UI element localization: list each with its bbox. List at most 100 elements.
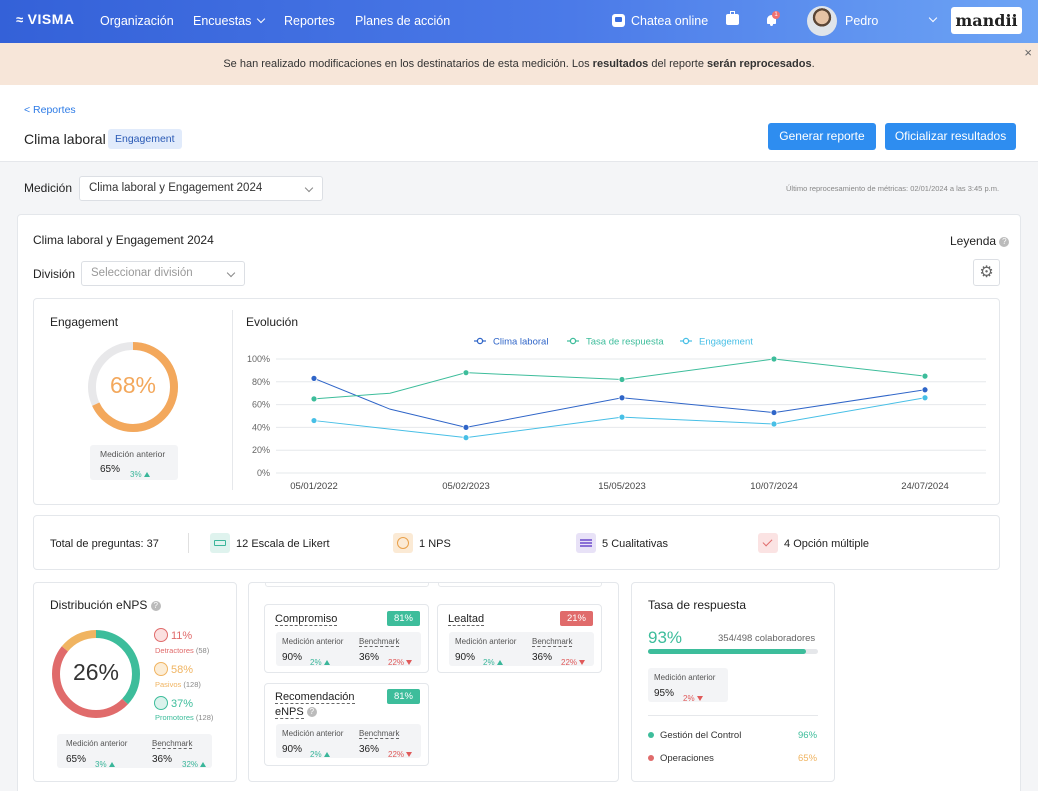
close-icon[interactable]: × bbox=[1024, 45, 1032, 60]
user-menu-chevron-icon[interactable] bbox=[923, 13, 938, 27]
prev-label: Medición anterior bbox=[282, 637, 344, 646]
division-select[interactable]: Seleccionar división bbox=[81, 261, 245, 286]
response-count: 354/498 colaboradores bbox=[718, 633, 816, 644]
detractors-label: Detractores (58) bbox=[155, 646, 210, 655]
evolution-line-chart: 100% 80% 60% 40% 20% 0% 05/01/2022 05/02/2023 15… bbox=[247, 337, 986, 492]
data-point[interactable] bbox=[618, 413, 626, 421]
dimension-name: Recomendación eNPS ? bbox=[275, 691, 355, 719]
prev-value: 95% bbox=[654, 688, 675, 699]
data-point[interactable] bbox=[921, 372, 929, 380]
data-point[interactable] bbox=[770, 420, 778, 428]
data-point[interactable] bbox=[770, 355, 778, 363]
legend-label[interactable]: Engagement bbox=[699, 337, 753, 348]
prev-value: 65% bbox=[100, 464, 121, 475]
dimension-prev-box bbox=[276, 632, 421, 666]
legend-marker bbox=[682, 337, 690, 345]
prev-delta: 2% bbox=[310, 746, 330, 760]
engagement-tag: Engagement bbox=[108, 129, 182, 149]
prev-delta: 3% bbox=[95, 756, 115, 770]
evolution-title: Evolución bbox=[246, 315, 299, 329]
page-title: Clima laboral bbox=[24, 131, 106, 147]
back-to-reportes-link[interactable]: < Reportes bbox=[24, 104, 76, 116]
briefcase-icon[interactable] bbox=[726, 11, 739, 25]
prev-delta: 2% bbox=[483, 654, 503, 668]
prev-value: 90% bbox=[282, 744, 303, 755]
notification-badge: 1 bbox=[772, 11, 780, 19]
settings-gear-icon[interactable]: ⚙ bbox=[973, 259, 1000, 286]
benchmark-label[interactable]: Benchmark bbox=[152, 739, 193, 749]
gauge-value-arc bbox=[88, 342, 178, 432]
prev-label: Medición anterior bbox=[455, 637, 517, 646]
benchmark-label[interactable]: Benchmark bbox=[359, 637, 400, 647]
bell-icon[interactable]: 1 bbox=[766, 11, 780, 26]
visma-logo[interactable]: ≈ VISMA bbox=[16, 11, 75, 27]
engagement-value: 68% bbox=[109, 372, 157, 398]
medicion-label: Medición bbox=[24, 181, 73, 195]
arrow-up-icon bbox=[323, 752, 330, 757]
engagement-gauge bbox=[88, 342, 178, 432]
prev-value: 90% bbox=[282, 652, 303, 663]
medicion-select[interactable]: Clima laboral y Engagement 2024 bbox=[79, 176, 323, 201]
data-point[interactable] bbox=[618, 376, 626, 383]
passives-label: Pasivos (128) bbox=[155, 680, 201, 689]
legend-marker bbox=[476, 337, 484, 345]
promoters-pct: 37% bbox=[171, 698, 194, 710]
dimension-card-partial bbox=[265, 583, 429, 587]
dimension-name: Lealtad bbox=[448, 613, 485, 626]
chat-online-button[interactable]: Chatea online bbox=[612, 14, 708, 28]
prev-delta: 2% bbox=[310, 654, 330, 668]
data-point[interactable] bbox=[921, 386, 929, 394]
avatar[interactable] bbox=[807, 6, 837, 36]
data-point[interactable] bbox=[310, 374, 318, 382]
info-icon: ? bbox=[999, 236, 1010, 247]
detractors-arc bbox=[52, 630, 140, 718]
benchmark-value: 36% bbox=[152, 754, 173, 765]
legend-marker bbox=[569, 337, 577, 345]
legend-label[interactable]: Tasa de respuesta bbox=[586, 337, 664, 348]
y-tick-label: 0% bbox=[257, 468, 270, 478]
x-tick-label: 24/07/2024 bbox=[901, 481, 949, 492]
series-line bbox=[313, 358, 926, 400]
legend-label[interactable]: Clima laboral bbox=[493, 337, 548, 348]
data-point[interactable] bbox=[770, 409, 778, 416]
enps-prev-box bbox=[57, 734, 212, 768]
y-tick-label: 20% bbox=[252, 445, 270, 455]
enps-donut bbox=[52, 630, 140, 718]
generar-reporte-button[interactable]: Generar reporte bbox=[768, 123, 876, 150]
nav-organizacion[interactable]: Organización bbox=[100, 14, 174, 28]
benchmark-value: 36% bbox=[359, 744, 380, 755]
dimension-prev-box bbox=[276, 724, 421, 758]
data-point[interactable] bbox=[618, 394, 626, 402]
data-point[interactable] bbox=[310, 395, 318, 403]
nav-encuestas[interactable]: Encuestas bbox=[193, 14, 266, 28]
data-point[interactable] bbox=[462, 369, 470, 377]
legend-link[interactable]: Leyenda ? bbox=[950, 234, 1010, 248]
nav-planes-accion[interactable]: Planes de acción bbox=[355, 14, 451, 28]
response-rate-title: Tasa de respuesta bbox=[648, 598, 747, 612]
response-row-label: Gestión del Control bbox=[660, 730, 742, 741]
nav-reportes[interactable]: Reportes bbox=[284, 14, 335, 28]
data-point[interactable] bbox=[462, 424, 470, 431]
last-processed-text: Último reprocesamiento de métricas: 02/0… bbox=[786, 184, 1000, 193]
arrow-up-icon bbox=[496, 660, 503, 665]
data-point[interactable] bbox=[462, 434, 470, 442]
data-point[interactable] bbox=[921, 394, 929, 402]
likert-count: 12 Escala de Likert bbox=[236, 538, 330, 550]
user-name[interactable]: Pedro bbox=[845, 14, 879, 28]
detractors-pct: 11% bbox=[171, 630, 193, 642]
arrow-down-icon bbox=[579, 660, 586, 665]
info-icon: ? bbox=[306, 707, 317, 718]
mandii-logo: mandii bbox=[951, 7, 1022, 34]
divider bbox=[232, 310, 233, 490]
dimension-prev-box bbox=[449, 632, 594, 666]
arrow-up-icon bbox=[143, 472, 150, 477]
x-tick-label: 05/02/2023 bbox=[442, 481, 490, 492]
response-prev-box bbox=[648, 668, 728, 702]
nps-count: 1 NPS bbox=[419, 538, 451, 550]
benchmark-label[interactable]: Benchmark bbox=[359, 729, 400, 739]
oficializar-resultados-button[interactable]: Oficializar resultados bbox=[885, 123, 1016, 150]
data-point[interactable] bbox=[310, 417, 318, 424]
engagement-prev-box bbox=[90, 445, 178, 480]
prev-delta: 2% bbox=[683, 690, 703, 704]
benchmark-label[interactable]: Benchmark bbox=[532, 637, 573, 647]
